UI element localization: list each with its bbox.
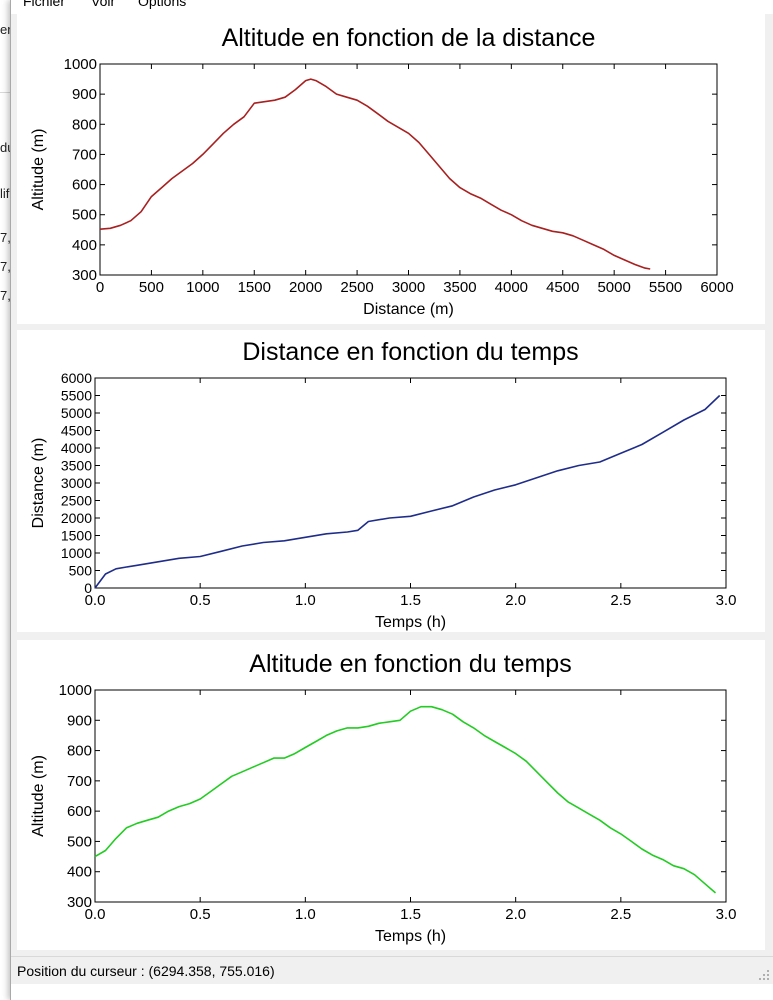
y-tick-label: 900 bbox=[67, 712, 92, 729]
chart-altitude-time[interactable]: Altitude en fonction du temps 0.0 0.5 1.0 1.… bbox=[17, 640, 765, 950]
menu-options[interactable]: Options bbox=[138, 0, 187, 9]
chart-title: Altitude en fonction du temps bbox=[249, 650, 571, 678]
x-tick-label: 2500 bbox=[340, 279, 373, 296]
plot-area bbox=[94, 377, 727, 589]
x-axis-label: Temps (h) bbox=[375, 614, 446, 631]
plot-area bbox=[99, 63, 718, 276]
y-tick-label: 2000 bbox=[61, 510, 92, 526]
y-axis-label: Distance (m) bbox=[30, 438, 47, 529]
y-tick-label: 1000 bbox=[59, 682, 92, 699]
y-tick-label: 700 bbox=[67, 773, 92, 790]
y-tick-label: 400 bbox=[72, 237, 97, 254]
chart-title: Altitude en fonction de la distance bbox=[222, 24, 596, 52]
x-tick-label: 1500 bbox=[238, 279, 271, 296]
background-text-5: 7, bbox=[0, 259, 11, 274]
x-tick-label: 0.0 bbox=[85, 592, 106, 609]
y-tick-label: 500 bbox=[67, 833, 92, 850]
x-tick-label: 4500 bbox=[546, 279, 579, 296]
x-tick-label: 2.5 bbox=[610, 592, 631, 609]
y-tick-label: 300 bbox=[67, 894, 92, 911]
y-tick-label: 500 bbox=[69, 563, 93, 579]
x-tick-label: 500 bbox=[139, 279, 164, 296]
x-tick-label: 3000 bbox=[392, 279, 425, 296]
x-tick-label: 1.0 bbox=[295, 906, 316, 923]
x-tick-label: 0.5 bbox=[190, 906, 211, 923]
y-tick-label: 1000 bbox=[61, 545, 92, 561]
window-bottom-edge bbox=[11, 984, 773, 1000]
x-tick-label: 2.5 bbox=[610, 906, 631, 923]
y-tick-label: 3000 bbox=[61, 475, 92, 491]
y-tick-label: 5500 bbox=[61, 388, 92, 404]
y-tick-label: 800 bbox=[67, 743, 92, 760]
x-tick-label: 5500 bbox=[649, 279, 682, 296]
x-tick-label: 3500 bbox=[443, 279, 476, 296]
status-bar: Position du curseur : (6294.358, 755.016… bbox=[11, 956, 773, 985]
x-axis-label: Distance (m) bbox=[363, 301, 454, 318]
x-tick-label: 0 bbox=[96, 279, 104, 296]
menu-bar: Fichier Voir Options bbox=[11, 0, 773, 14]
y-tick-label: 600 bbox=[67, 803, 92, 820]
app-window: Fichier Voir Options Altitude en fonctio… bbox=[10, 0, 773, 1000]
background-text-1: er bbox=[0, 22, 12, 37]
y-tick-label: 900 bbox=[72, 86, 97, 103]
x-tick-label: 2.0 bbox=[505, 592, 526, 609]
x-tick-label: 1000 bbox=[186, 279, 219, 296]
x-tick-label: 1.5 bbox=[400, 592, 421, 609]
y-tick-label: 600 bbox=[72, 177, 97, 194]
x-tick-label: 2000 bbox=[289, 279, 322, 296]
series-line bbox=[94, 394, 721, 589]
background-text-6: 7, bbox=[0, 288, 11, 303]
chart-altitude-distance[interactable]: Altitude en fonction de la distance 0 500 1… bbox=[17, 14, 765, 324]
x-tick-label: 0.0 bbox=[85, 906, 106, 923]
y-tick-label: 3500 bbox=[61, 458, 92, 474]
resize-grip-icon[interactable] bbox=[758, 969, 770, 981]
y-tick-label: 4500 bbox=[61, 423, 92, 439]
x-tick-label: 6000 bbox=[700, 279, 733, 296]
series-line bbox=[99, 78, 651, 270]
x-tick-label: 1.0 bbox=[295, 592, 316, 609]
x-tick-label: 0.5 bbox=[190, 592, 211, 609]
chart-title: Distance en fonction du temps bbox=[242, 338, 578, 366]
y-tick-label: 300 bbox=[72, 267, 97, 284]
chart-panel-altitude-distance: Altitude en fonction de la distance 0 500 1… bbox=[17, 14, 765, 324]
cursor-position-text: Position du curseur : (6294.358, 755.016… bbox=[17, 963, 275, 979]
y-tick-label: 4000 bbox=[61, 440, 92, 456]
series-line bbox=[94, 705, 717, 894]
y-tick-label: 500 bbox=[72, 207, 97, 224]
y-tick-label: 400 bbox=[67, 864, 92, 881]
y-axis-label: Altitude (m) bbox=[30, 129, 47, 211]
y-tick-label: 1000 bbox=[64, 56, 97, 73]
x-tick-label: 1.5 bbox=[400, 906, 421, 923]
x-tick-label: 5000 bbox=[597, 279, 630, 296]
background-text-3: lif bbox=[0, 186, 10, 201]
x-tick-label: 2.0 bbox=[505, 906, 526, 923]
y-tick-label: 800 bbox=[72, 116, 97, 133]
y-tick-label: 2500 bbox=[61, 493, 92, 509]
menu-fichier[interactable]: Fichier bbox=[23, 0, 66, 9]
y-tick-label: 6000 bbox=[61, 370, 92, 386]
x-axis-label: Temps (h) bbox=[375, 928, 446, 945]
chart-panel-altitude-time: Altitude en fonction du temps 0.0 0.5 1.0 1.… bbox=[17, 640, 765, 950]
y-tick-label: 700 bbox=[72, 146, 97, 163]
x-tick-label: 3.0 bbox=[716, 592, 737, 609]
x-tick-label: 4000 bbox=[495, 279, 528, 296]
y-tick-label: 5000 bbox=[61, 405, 92, 421]
plot-area bbox=[94, 689, 727, 903]
y-tick-label: 1500 bbox=[61, 528, 92, 544]
y-axis-label: Altitude (m) bbox=[30, 755, 47, 837]
chart-distance-time[interactable]: Distance en fonction du temps 0.0 0.5 1.0 1.… bbox=[17, 330, 765, 632]
chart-panel-distance-time: Distance en fonction du temps 0.0 0.5 1.0 1.… bbox=[17, 330, 765, 632]
background-text-4: 7, bbox=[0, 230, 11, 245]
y-tick-label: 0 bbox=[84, 580, 92, 596]
menu-voir[interactable]: Voir bbox=[91, 0, 116, 9]
x-tick-label: 3.0 bbox=[716, 906, 737, 923]
